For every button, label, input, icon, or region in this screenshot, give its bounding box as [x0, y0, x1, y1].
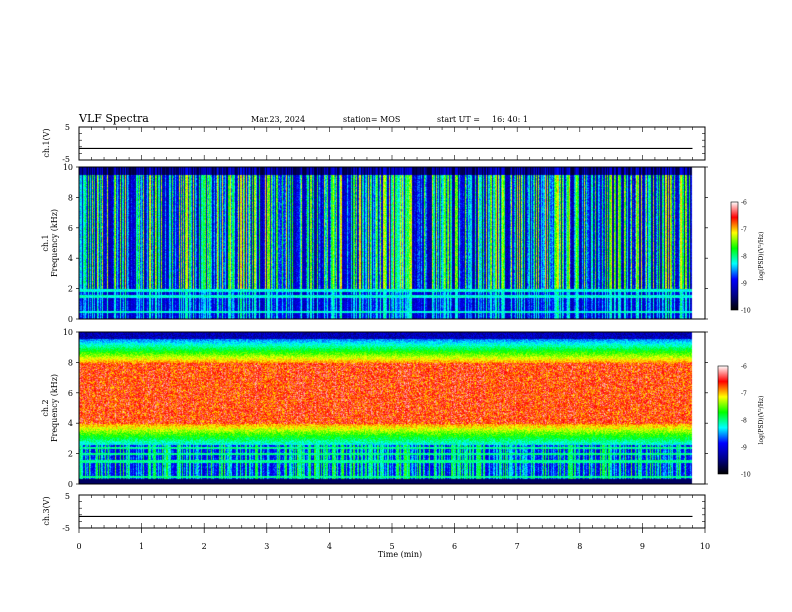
ch2-frequency-ylabel: Frequency (kHz)	[50, 374, 59, 442]
time-tick-label: 1	[139, 542, 144, 551]
ch1-spectrogram-frame	[78, 166, 706, 320]
freq-tick-label: 8	[68, 193, 73, 202]
freq-tick-label: 4	[68, 254, 73, 263]
ch2-colorbar: -6 -7 -8 -9 -10 log(PSD)(V²/Hz)	[717, 364, 765, 479]
colorbar-tick-label: -6	[741, 200, 747, 207]
time-tick-label: 3	[264, 542, 269, 551]
colorbar-tick-label: -6	[741, 364, 747, 371]
start-ut-label: start UT =	[437, 115, 480, 124]
ch2-label: ch.2	[41, 399, 50, 416]
time-tick-label: 9	[640, 542, 645, 551]
ch1-spectrogram-panel: 0 2 4 6 8 10 ch.1 Frequency (kHz)	[41, 163, 708, 324]
ch1-frequency-ylabel: Frequency (kHz)	[50, 209, 59, 277]
figure-title: VLF Spectra	[78, 112, 149, 125]
station-label: station= MOS	[343, 115, 400, 124]
time-tick-label: 2	[202, 542, 207, 551]
time-tick-label: 6	[452, 542, 457, 551]
time-axis-label: Time (min)	[378, 550, 422, 559]
date-label: Mar.23, 2024	[251, 115, 305, 124]
ch1-ytick-top: 5	[65, 123, 70, 132]
time-tick-label: 8	[577, 542, 582, 551]
ch2-spectrogram-image	[79, 332, 705, 484]
ch1-spectrogram-image	[79, 167, 705, 319]
ch3-ytick-top: 5	[65, 492, 70, 501]
ch1-voltage-panel: 5 -5 ch.1(V)	[42, 123, 706, 164]
colorbar-tick-label: -10	[741, 472, 751, 479]
ch2-spectrogram-panel: 0 2 4 6 8 10 ch.2 Frequency (kHz)	[41, 328, 708, 489]
freq-tick-label: 6	[68, 389, 73, 398]
start-time-label: 16: 40: 1	[492, 115, 528, 124]
colorbar-tick-label: -7	[741, 391, 747, 398]
time-tick-label: 5	[389, 542, 394, 551]
ch2-colorbar-label: log(PSD)(V²/Hz)	[758, 396, 765, 445]
freq-tick-label: 2	[68, 285, 73, 294]
freq-tick-label: 0	[68, 315, 73, 324]
ch2-spectrogram-frame	[78, 331, 706, 485]
freq-tick-label: 2	[68, 450, 73, 459]
time-tick-label: 10	[700, 542, 710, 551]
freq-tick-label: 0	[68, 480, 73, 489]
ch1-colorbar-gradient	[731, 202, 738, 310]
time-tick-label: 4	[327, 542, 332, 551]
freq-tick-label: 8	[68, 358, 73, 367]
freq-tick-label: 4	[68, 419, 73, 428]
freq-tick-label: 10	[63, 328, 73, 337]
colorbar-tick-label: -8	[741, 418, 747, 425]
ch1-ytick-bottom: -5	[62, 155, 70, 164]
ch2-colorbar-gradient	[718, 366, 728, 474]
ch1-label: ch.1	[41, 234, 50, 251]
time-tick-label: 7	[515, 542, 520, 551]
colorbar-tick-label: -9	[741, 281, 747, 288]
ch3-voltage-ylabel: ch.3(V)	[42, 496, 51, 525]
ch1-voltage-ylabel: ch.1(V)	[42, 128, 51, 157]
time-axis: 0 1 2 3 4 5 6 7 8 9 10	[76, 528, 710, 551]
ch1-colorbar: -6 -7 -8 -9 -10 log(PSD)(V²/Hz)	[730, 200, 765, 315]
ch1-colorbar-label: log(PSD)(V²/Hz)	[758, 232, 765, 281]
colorbar-tick-label: -7	[741, 227, 747, 234]
ch3-voltage-panel: 5 -5 ch.3(V)	[42, 492, 706, 533]
ch3-ytick-bottom: -5	[62, 524, 70, 533]
freq-tick-label: 6	[68, 224, 73, 233]
colorbar-tick-label: -9	[741, 445, 747, 452]
time-tick-label: 0	[76, 542, 81, 551]
colorbar-tick-label: -8	[741, 254, 747, 261]
colorbar-tick-label: -10	[741, 308, 751, 315]
freq-tick-label: 10	[63, 163, 73, 172]
